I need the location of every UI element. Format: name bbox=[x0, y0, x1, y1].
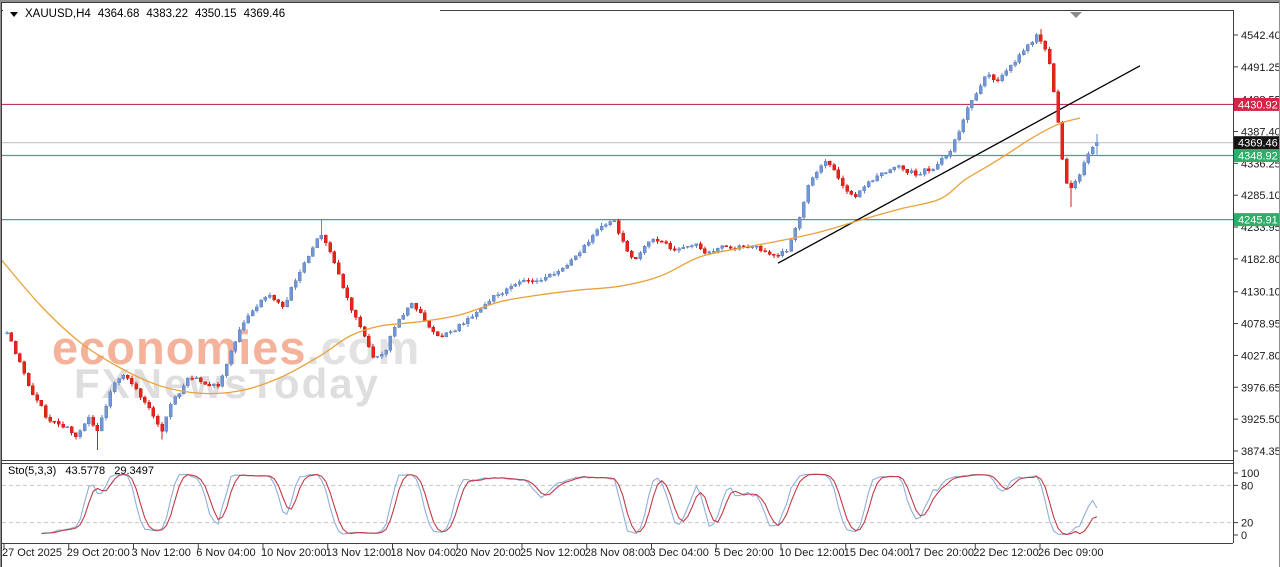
time-tick-label: 18 Nov 04:00 bbox=[391, 547, 456, 559]
stochastic-label: Sto(5,3,3) 43.5778 29.3497 bbox=[8, 465, 154, 477]
time-tick-label: 26 Dec 09:00 bbox=[1038, 547, 1103, 559]
time-tick-label: 3 Nov 12:00 bbox=[132, 547, 191, 559]
price-tick-label: 3874.35 bbox=[1241, 446, 1280, 458]
levels-layer bbox=[2, 103, 1233, 221]
chart-shift-icon[interactable] bbox=[1070, 12, 1082, 18]
svg-text:4430.92: 4430.92 bbox=[1238, 99, 1278, 111]
price-tick-label: 4182.80 bbox=[1241, 254, 1280, 266]
stochastic-k-line[interactable] bbox=[41, 473, 1098, 536]
stochastic-k-value: 43.5778 bbox=[65, 465, 106, 477]
stochastic-name: Sto(5,3,3) bbox=[8, 465, 57, 477]
trendline[interactable] bbox=[777, 65, 1141, 264]
price-axis: 4542.404491.254438.554387.404336.254285.… bbox=[1233, 30, 1280, 458]
price-badge-support-1: 4348.92 bbox=[1234, 148, 1280, 162]
time-axis: 27 Oct 2025 29 Oct 20:00 3 Nov 12:00 6 Nov … bbox=[2, 544, 1103, 559]
stochastic-scale-label: 80 bbox=[1241, 480, 1253, 492]
time-tick-label: 27 Oct 2025 bbox=[2, 547, 62, 559]
time-tick-label: 13 Nov 12:00 bbox=[326, 547, 391, 559]
candles-layer bbox=[5, 29, 1099, 450]
stochastic-scale-label: 20 bbox=[1241, 518, 1253, 530]
quote-bar: XAUUSD,H4 4364.68 4383.22 4350.15 4369.4… bbox=[3, 3, 440, 25]
chart-frame bbox=[0, 10, 1234, 544]
time-tick-label: 10 Dec 12:00 bbox=[779, 547, 844, 559]
time-tick-label: 6 Nov 04:00 bbox=[196, 547, 255, 559]
stochastic-layer bbox=[41, 473, 1098, 536]
ma-layer bbox=[0, 117, 1081, 395]
quote-close: 4369.46 bbox=[243, 8, 286, 20]
quote-high: 4383.22 bbox=[146, 8, 188, 20]
time-tick-label: 5 Dec 20:00 bbox=[714, 547, 773, 559]
price-badge-current-price: 4369.46 bbox=[1234, 136, 1280, 150]
price-tick-label: 4078.95 bbox=[1241, 319, 1280, 331]
trendline-layer bbox=[777, 65, 1141, 264]
stochastic-d-line[interactable] bbox=[41, 473, 1098, 535]
quote-low: 4350.15 bbox=[194, 8, 237, 20]
price-tick-label: 3925.50 bbox=[1241, 414, 1280, 426]
svg-text:4245.91: 4245.91 bbox=[1238, 215, 1278, 227]
moving-average-line[interactable] bbox=[0, 117, 1081, 395]
stochastic-levels bbox=[2, 484, 1233, 524]
price-tick-label: 4027.80 bbox=[1241, 350, 1280, 362]
price-tick-label: 4130.10 bbox=[1241, 287, 1280, 299]
stochastic-d-value: 29.3497 bbox=[114, 465, 154, 477]
price-tick-label: 4387.40 bbox=[1241, 127, 1280, 139]
stochastic-scale-label: 0 bbox=[1241, 530, 1247, 542]
time-tick-label: 15 Dec 04:00 bbox=[844, 547, 909, 559]
time-tick-label: 3 Dec 04:00 bbox=[650, 547, 709, 559]
svg-text:4348.92: 4348.92 bbox=[1238, 150, 1278, 162]
price-tick-label: 4542.40 bbox=[1241, 30, 1280, 42]
quote-open: 4364.68 bbox=[97, 8, 140, 20]
price-tick-label: 3976.65 bbox=[1241, 382, 1280, 394]
time-tick-label: 17 Dec 20:00 bbox=[909, 547, 974, 559]
price-badge-resistance: 4430.92 bbox=[1234, 97, 1280, 111]
time-tick-label: 20 Nov 20:00 bbox=[455, 547, 520, 559]
symbol-dropdown-icon[interactable] bbox=[10, 11, 18, 17]
time-tick-label: 28 Nov 08:00 bbox=[585, 547, 650, 559]
time-tick-label: 10 Nov 20:00 bbox=[261, 547, 326, 559]
stochastic-scale-label: 100 bbox=[1241, 468, 1259, 480]
price-tick-label: 4285.10 bbox=[1241, 190, 1280, 202]
svg-text:4369.46: 4369.46 bbox=[1238, 138, 1278, 150]
price-badge-support-2: 4245.91 bbox=[1234, 213, 1280, 227]
time-tick-label: 29 Oct 20:00 bbox=[67, 547, 130, 559]
time-tick-label: 25 Nov 12:00 bbox=[520, 547, 585, 559]
price-tick-label: 4491.25 bbox=[1241, 62, 1280, 74]
time-tick-label: 22 Dec 12:00 bbox=[973, 547, 1038, 559]
quote-symbol: XAUUSD,H4 bbox=[25, 8, 91, 20]
